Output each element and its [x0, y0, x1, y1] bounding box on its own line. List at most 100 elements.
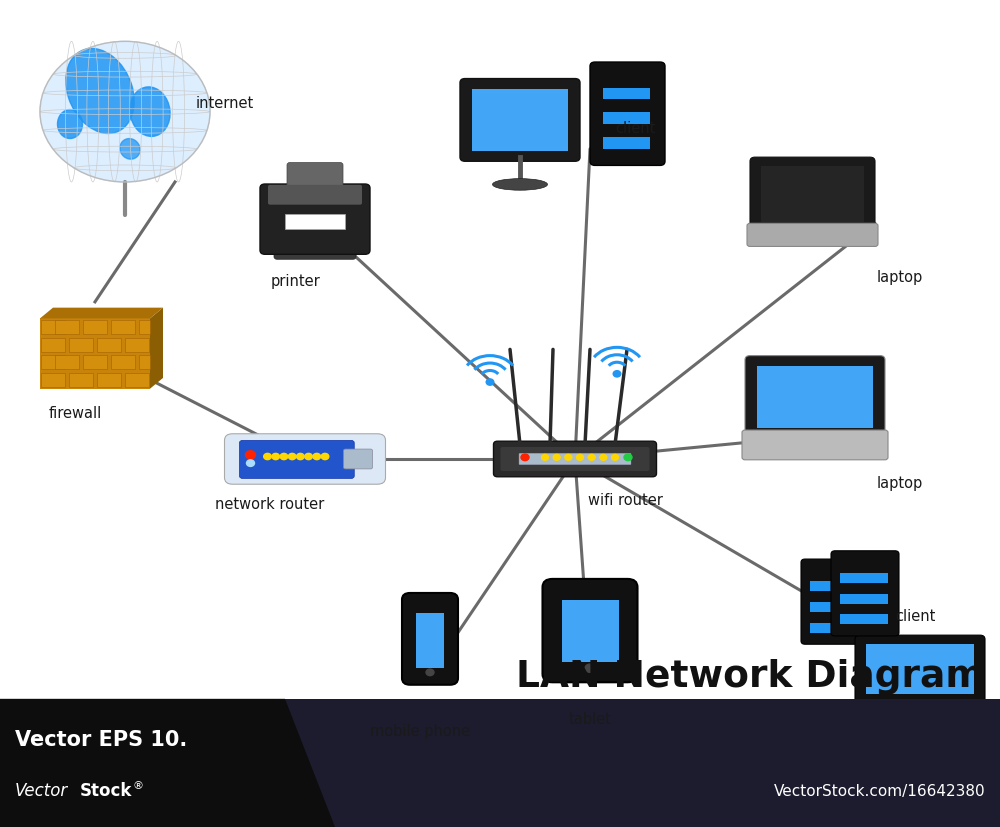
FancyBboxPatch shape [761, 166, 864, 222]
Text: internet: internet [196, 96, 254, 111]
Circle shape [588, 455, 595, 460]
Text: laptop: laptop [877, 270, 923, 284]
Polygon shape [40, 308, 163, 318]
FancyBboxPatch shape [801, 559, 869, 644]
Text: ®: ® [133, 781, 144, 791]
Ellipse shape [66, 49, 134, 133]
FancyBboxPatch shape [41, 320, 65, 334]
FancyBboxPatch shape [139, 356, 150, 370]
FancyBboxPatch shape [416, 613, 444, 668]
FancyBboxPatch shape [500, 447, 650, 471]
Ellipse shape [492, 179, 548, 190]
Circle shape [426, 669, 434, 676]
FancyBboxPatch shape [69, 337, 93, 352]
FancyBboxPatch shape [750, 157, 875, 232]
FancyBboxPatch shape [285, 214, 345, 229]
FancyBboxPatch shape [472, 89, 568, 151]
FancyBboxPatch shape [855, 635, 985, 703]
FancyBboxPatch shape [55, 356, 79, 370]
FancyBboxPatch shape [590, 62, 665, 165]
FancyBboxPatch shape [747, 223, 878, 246]
FancyBboxPatch shape [41, 373, 65, 387]
Text: LAN Network Diagram: LAN Network Diagram [516, 658, 985, 695]
Circle shape [297, 453, 304, 460]
FancyBboxPatch shape [97, 337, 121, 352]
Circle shape [264, 453, 271, 460]
Text: client: client [895, 609, 935, 624]
FancyBboxPatch shape [810, 602, 858, 612]
FancyBboxPatch shape [224, 433, 385, 485]
Circle shape [272, 453, 280, 460]
FancyBboxPatch shape [240, 440, 354, 478]
Ellipse shape [130, 87, 170, 136]
Circle shape [585, 664, 595, 672]
FancyBboxPatch shape [83, 320, 107, 334]
FancyBboxPatch shape [402, 593, 458, 685]
Circle shape [624, 454, 632, 461]
Circle shape [288, 453, 296, 460]
FancyBboxPatch shape [41, 337, 65, 352]
FancyBboxPatch shape [287, 162, 343, 193]
FancyBboxPatch shape [268, 185, 362, 205]
FancyBboxPatch shape [260, 184, 370, 255]
Ellipse shape [120, 139, 140, 159]
Circle shape [313, 453, 321, 460]
FancyBboxPatch shape [111, 320, 135, 334]
FancyBboxPatch shape [519, 453, 631, 465]
FancyBboxPatch shape [840, 594, 888, 604]
FancyBboxPatch shape [810, 581, 858, 591]
FancyBboxPatch shape [125, 337, 149, 352]
Circle shape [565, 455, 572, 460]
Circle shape [600, 455, 607, 460]
Circle shape [553, 455, 560, 460]
FancyBboxPatch shape [603, 112, 650, 124]
Text: laptop: laptop [877, 476, 923, 491]
Circle shape [576, 455, 584, 460]
FancyBboxPatch shape [831, 551, 899, 636]
FancyBboxPatch shape [460, 79, 580, 161]
FancyBboxPatch shape [344, 449, 373, 469]
Text: firewall: firewall [48, 406, 102, 421]
FancyBboxPatch shape [810, 623, 858, 633]
FancyBboxPatch shape [562, 600, 618, 662]
Circle shape [40, 41, 210, 182]
Circle shape [40, 41, 210, 182]
Circle shape [305, 453, 312, 460]
FancyBboxPatch shape [542, 579, 638, 682]
Text: wifi router: wifi router [588, 493, 662, 508]
FancyBboxPatch shape [83, 356, 107, 370]
Circle shape [280, 453, 288, 460]
FancyBboxPatch shape [493, 442, 656, 476]
FancyBboxPatch shape [274, 242, 356, 260]
Circle shape [521, 454, 529, 461]
FancyBboxPatch shape [40, 318, 150, 389]
FancyBboxPatch shape [125, 373, 149, 387]
Text: tablet: tablet [569, 712, 611, 727]
Circle shape [321, 453, 329, 460]
Text: VectorStock.com/16642380: VectorStock.com/16642380 [773, 784, 985, 799]
FancyBboxPatch shape [0, 699, 1000, 827]
FancyBboxPatch shape [866, 644, 974, 694]
Text: mobile phone: mobile phone [370, 724, 470, 739]
Circle shape [613, 370, 621, 377]
Circle shape [612, 455, 618, 460]
FancyBboxPatch shape [603, 137, 650, 149]
Text: Vector: Vector [15, 782, 68, 800]
FancyBboxPatch shape [742, 430, 888, 460]
Text: network router: network router [215, 497, 325, 512]
FancyBboxPatch shape [41, 356, 65, 370]
Circle shape [541, 455, 548, 460]
FancyBboxPatch shape [745, 356, 885, 438]
Text: Stock: Stock [80, 782, 132, 800]
Circle shape [486, 379, 494, 385]
FancyBboxPatch shape [840, 614, 888, 624]
FancyBboxPatch shape [757, 366, 873, 428]
Polygon shape [0, 699, 335, 827]
Text: printer: printer [270, 274, 320, 289]
FancyBboxPatch shape [69, 373, 93, 387]
Text: Vector EPS 10.: Vector EPS 10. [15, 730, 187, 750]
FancyBboxPatch shape [139, 320, 150, 334]
Ellipse shape [57, 110, 82, 139]
Text: client: client [615, 121, 655, 136]
Polygon shape [150, 308, 163, 389]
